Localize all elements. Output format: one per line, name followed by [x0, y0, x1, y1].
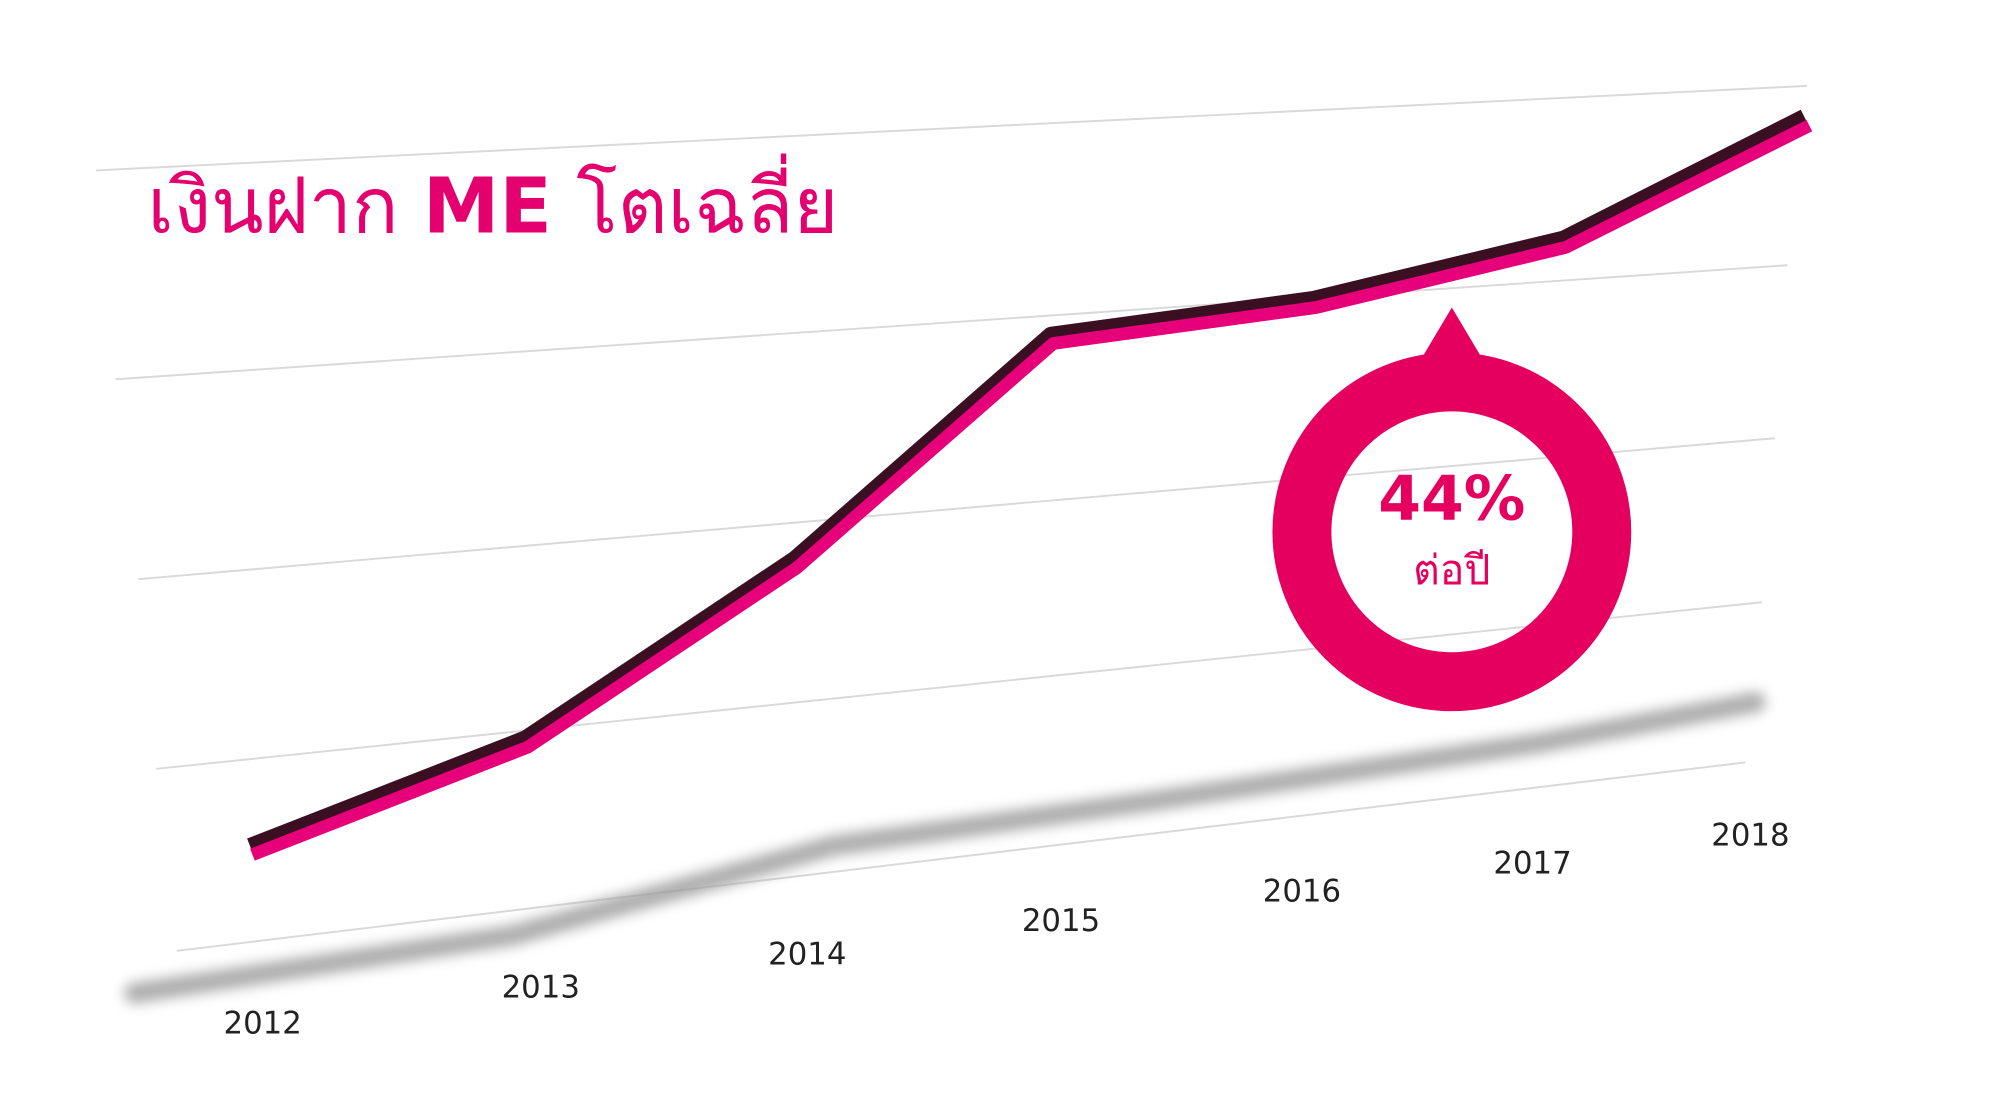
line-shadow — [124, 691, 1766, 1004]
line-edge — [247, 109, 1808, 853]
x-tick-label: 2013 — [502, 970, 580, 1006]
grid-line — [115, 264, 1788, 381]
title-part: ME — [423, 162, 552, 251]
growth-line — [250, 119, 1813, 861]
grid-line — [156, 601, 1763, 770]
x-axis: 2012 2013 2014 2015 2016 2017 2018 — [224, 817, 1790, 1041]
annotation-value: 44% — [1378, 462, 1525, 534]
grid-line — [96, 84, 1807, 172]
x-tick-label: 2018 — [1711, 817, 1789, 853]
grid — [96, 84, 1807, 952]
grid-line — [138, 437, 1775, 581]
title-part: โตเฉลี่ย — [576, 153, 838, 251]
pointer — [1419, 307, 1484, 362]
chart-title: เงินฝาก ME โตเฉลี่ย — [147, 153, 838, 251]
x-tick-label: 2012 — [224, 1006, 302, 1042]
annotation-caption: ต่อปี — [1413, 546, 1490, 594]
title-part: เงินฝาก — [147, 162, 398, 251]
ring — [1272, 352, 1632, 712]
x-tick-label: 2015 — [1022, 903, 1100, 939]
grid-line — [176, 761, 1746, 952]
annotation: 44% ต่อปี — [1272, 307, 1632, 712]
x-tick-label: 2014 — [768, 936, 846, 972]
x-tick-label: 2016 — [1263, 874, 1341, 910]
x-tick-label: 2017 — [1493, 845, 1571, 881]
